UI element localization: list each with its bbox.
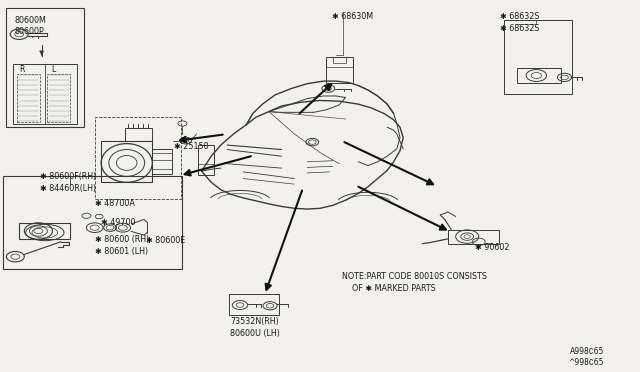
Text: ✱ 80600 (RH)
✱ 80601 (LH): ✱ 80600 (RH) ✱ 80601 (LH) — [95, 235, 149, 256]
Text: ✱ 90602: ✱ 90602 — [475, 243, 509, 251]
Text: 73532N(RH)
80600U (LH): 73532N(RH) 80600U (LH) — [230, 317, 280, 338]
Bar — [152, 149, 172, 174]
Bar — [326, 57, 353, 83]
Bar — [198, 145, 214, 175]
Text: ✱ 68632S
✱ 68632S: ✱ 68632S ✱ 68632S — [500, 12, 540, 33]
Text: ✱ 48700A: ✱ 48700A — [95, 199, 134, 208]
Bar — [448, 230, 499, 244]
Text: A998∁65: A998∁65 — [570, 347, 604, 356]
Bar — [504, 20, 572, 94]
Bar — [125, 128, 152, 141]
Text: NOTE:PART CODE 80010S CONSISTS
    OF ✱ MARKED PARTS: NOTE:PART CODE 80010S CONSISTS OF ✱ MARK… — [342, 272, 488, 293]
Bar — [101, 141, 152, 182]
Text: ✱ 25150: ✱ 25150 — [174, 142, 209, 151]
Text: ✱ 80600E: ✱ 80600E — [146, 236, 185, 245]
Text: ^998∁65: ^998∁65 — [568, 358, 604, 367]
Bar — [13, 64, 77, 124]
Text: L: L — [51, 65, 55, 74]
Bar — [17, 74, 40, 122]
Bar — [19, 223, 70, 239]
Text: ✱ 68630M: ✱ 68630M — [332, 12, 372, 21]
Bar — [3, 176, 182, 269]
Bar — [517, 68, 561, 83]
Bar — [95, 117, 181, 199]
Text: 80600M
80600P: 80600M 80600P — [14, 16, 46, 36]
Bar — [333, 57, 346, 63]
Bar — [47, 74, 70, 122]
Text: ✱ 80600F(RH)
✱ 84460R(LH): ✱ 80600F(RH) ✱ 84460R(LH) — [40, 172, 96, 193]
Bar — [6, 8, 84, 127]
Text: R: R — [19, 65, 24, 74]
Bar — [229, 294, 279, 315]
Text: ✱ 49700: ✱ 49700 — [101, 218, 136, 227]
